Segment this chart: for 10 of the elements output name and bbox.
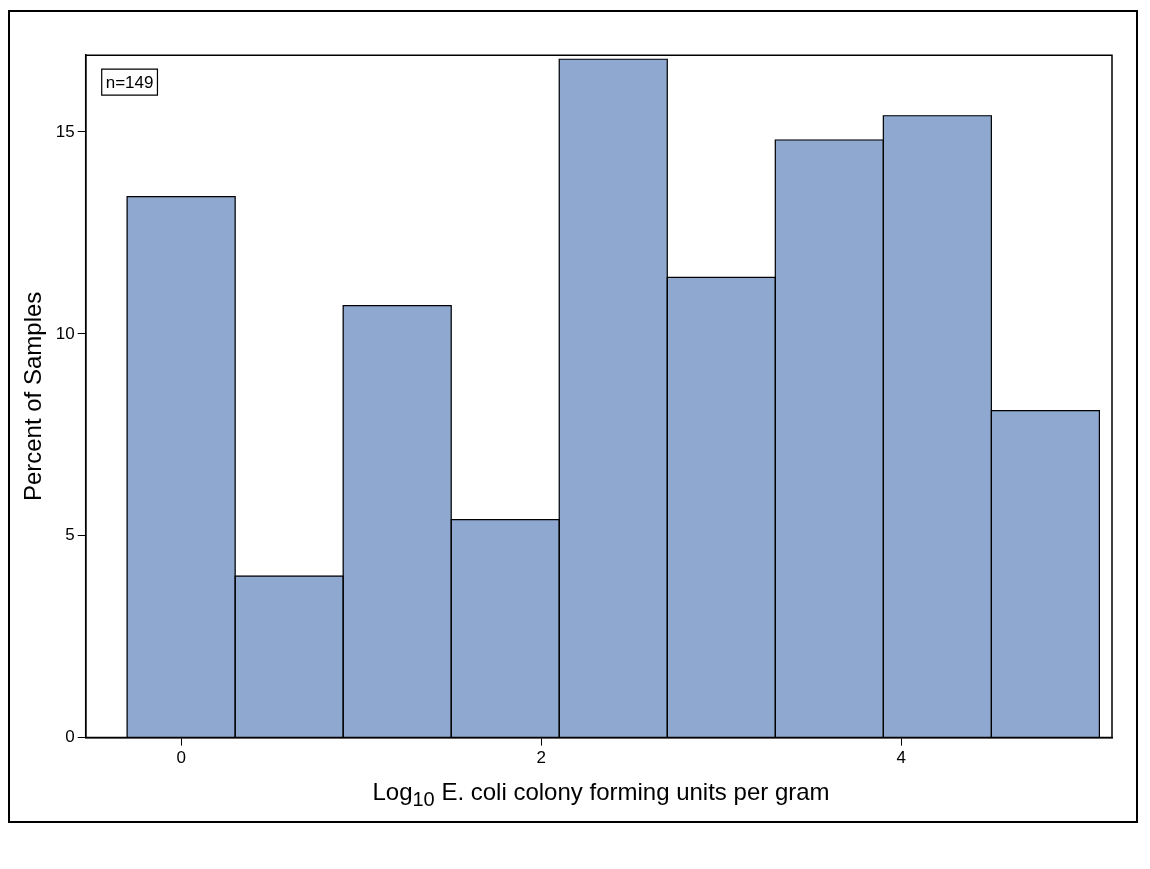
x-tick-label: 2: [536, 748, 546, 768]
y-tick-label: 5: [65, 525, 75, 545]
annotation: n=149: [105, 72, 154, 92]
y-tick-label: 10: [55, 323, 75, 343]
x-tick-label: 0: [176, 748, 186, 768]
x-axis-title: Log$_{10}$ E. coli colony forming units per gram: [371, 778, 831, 811]
y-axis-title: Percent of Samples: [19, 291, 47, 502]
y-tick-label: 15: [55, 121, 75, 141]
x-tick-label: 4: [896, 748, 907, 768]
y-tick-label: 0: [65, 727, 75, 747]
